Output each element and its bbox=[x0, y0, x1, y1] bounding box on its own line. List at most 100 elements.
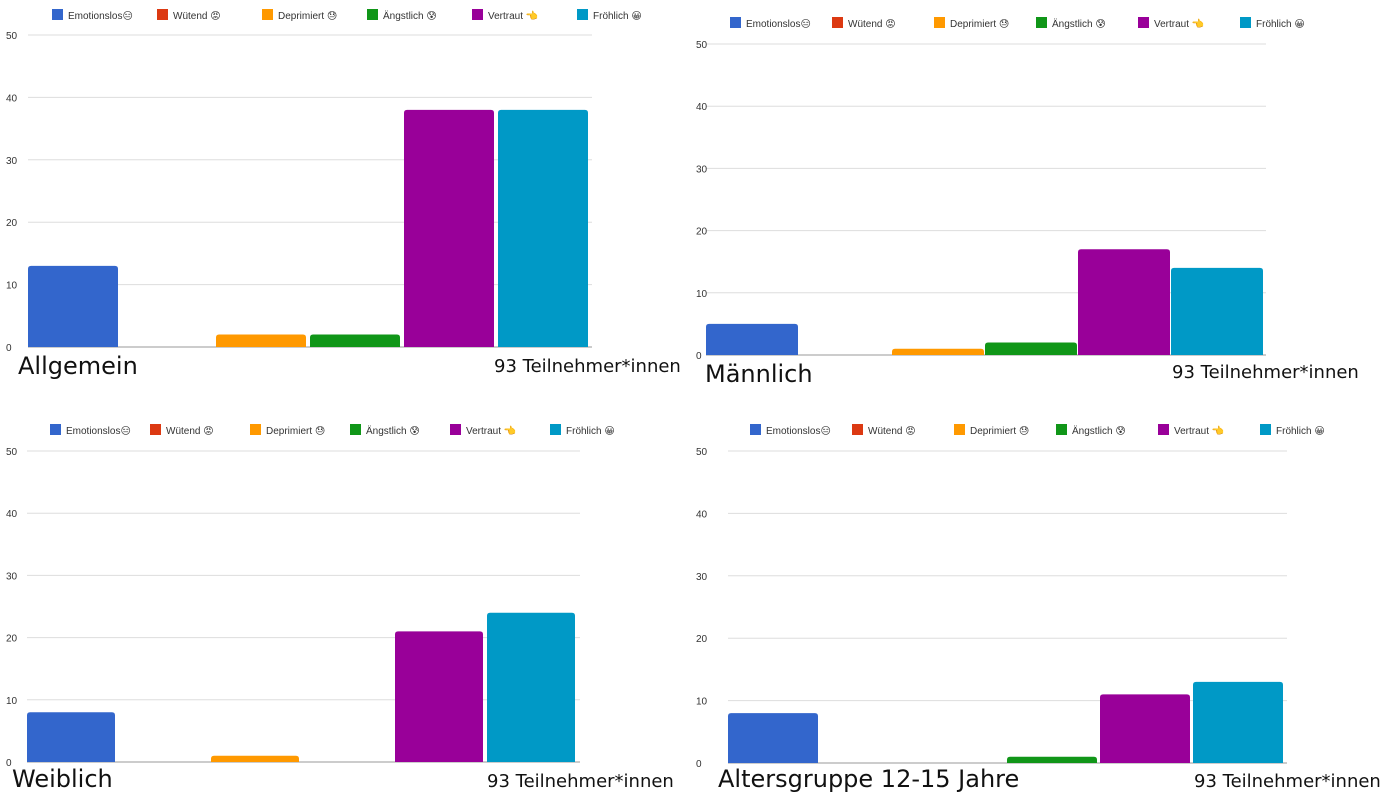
legend-swatch bbox=[1138, 17, 1149, 28]
legend-swatch bbox=[832, 17, 843, 28]
legend-label: Deprimiert 😓 bbox=[970, 426, 1029, 437]
legend-swatch bbox=[577, 9, 588, 20]
participant-count: 93 Teilnehmer*innen bbox=[1172, 362, 1359, 383]
legend-swatch bbox=[1158, 424, 1169, 435]
y-tick-label: 30 bbox=[696, 164, 708, 175]
legend-swatch bbox=[730, 17, 741, 28]
y-tick-label: 30 bbox=[696, 572, 708, 583]
legend-label: Fröhlich 😀 bbox=[1276, 426, 1325, 437]
legend-label: Deprimiert 😓 bbox=[278, 11, 337, 22]
bar-5 bbox=[395, 631, 483, 762]
legend-label: Fröhlich 😀 bbox=[1256, 19, 1305, 30]
chart-panel-altersgruppe: Emotionslos😑 Wütend 😡 Deprimiert 😓 Ängstlic… bbox=[690, 400, 1389, 793]
bar-1 bbox=[27, 712, 115, 762]
chart-panel-weiblich: Emotionslos😑 Wütend 😡 Deprimiert 😓 Ängstlic… bbox=[0, 400, 690, 793]
chart-panel-allgemein: Emotionslos😑 Wütend 😡 Deprimiert 😓 Ängstlic… bbox=[0, 0, 690, 390]
chart-svg-altersgruppe: Emotionslos😑 Wütend 😡 Deprimiert 😓 Ängstlic… bbox=[696, 424, 1325, 770]
legend-swatch bbox=[250, 424, 261, 435]
legend-label: Ängstlich 😰 bbox=[1052, 18, 1106, 30]
legend-swatch bbox=[150, 424, 161, 435]
legend-swatch bbox=[852, 424, 863, 435]
legend-swatch bbox=[1260, 424, 1271, 435]
legend-swatch bbox=[52, 9, 63, 20]
legend-label: Wütend 😡 bbox=[868, 426, 916, 437]
legend-swatch bbox=[1036, 17, 1047, 28]
legend-swatch bbox=[367, 9, 378, 20]
y-tick-label: 10 bbox=[6, 696, 18, 707]
y-tick-label: 20 bbox=[696, 227, 708, 238]
bar-1 bbox=[28, 265, 118, 347]
legend-label: Deprimiert 😓 bbox=[266, 426, 325, 437]
y-tick-label: 50 bbox=[6, 447, 18, 458]
legend-label: Emotionslos😑 bbox=[746, 19, 811, 30]
legend-label: Fröhlich 😀 bbox=[566, 426, 615, 437]
participant-count: 93 Teilnehmer*innen bbox=[494, 356, 681, 377]
legend-label: Vertraut 👈 bbox=[1154, 18, 1204, 30]
bar-5 bbox=[404, 109, 494, 347]
bar-3 bbox=[216, 334, 306, 347]
legend-label: Ängstlich 😰 bbox=[383, 10, 437, 22]
legend: Emotionslos😑 Wütend 😡 Deprimiert 😓 Ängstlic… bbox=[50, 424, 615, 437]
bar-6 bbox=[1193, 681, 1283, 763]
y-tick-label: 20 bbox=[696, 634, 708, 645]
bar-6 bbox=[487, 612, 575, 762]
y-tick-label: 0 bbox=[696, 759, 702, 770]
legend-label: Fröhlich 😀 bbox=[593, 11, 642, 22]
chart-svg-maennlich: Emotionslos😑 Wütend 😡 Deprimiert 😓 Ängstlic… bbox=[696, 17, 1305, 362]
chart-svg-allgemein: Emotionslos😑 Wütend 😡 Deprimiert 😓 Ängstlic… bbox=[6, 9, 642, 354]
bar-3 bbox=[211, 755, 299, 762]
legend-label: Wütend 😡 bbox=[166, 426, 214, 437]
y-tick-label: 40 bbox=[6, 93, 18, 104]
y-tick-label: 40 bbox=[696, 102, 708, 113]
legend-label: Vertraut 👈 bbox=[1174, 425, 1224, 437]
y-tick-label: 10 bbox=[696, 289, 708, 300]
legend-label: Ängstlich 😰 bbox=[366, 425, 420, 437]
bar-1 bbox=[728, 713, 818, 763]
legend-swatch bbox=[750, 424, 761, 435]
legend-swatch bbox=[1056, 424, 1067, 435]
bar-4 bbox=[985, 342, 1077, 355]
chart-title: Altersgruppe 12-15 Jahre bbox=[718, 765, 1020, 793]
legend-swatch bbox=[1240, 17, 1251, 28]
y-tick-label: 40 bbox=[696, 509, 708, 520]
legend-swatch bbox=[934, 17, 945, 28]
bar-6 bbox=[1171, 267, 1263, 355]
legend-label: Emotionslos😑 bbox=[68, 11, 133, 22]
bar-4 bbox=[1007, 756, 1097, 763]
participant-count: 93 Teilnehmer*innen bbox=[1194, 771, 1381, 792]
legend: Emotionslos😑 Wütend 😡 Deprimiert 😓 Ängstlic… bbox=[730, 17, 1305, 30]
chart-title: Allgemein bbox=[18, 352, 138, 380]
legend-swatch bbox=[954, 424, 965, 435]
y-tick-label: 0 bbox=[6, 758, 12, 769]
legend-label: Ängstlich 😰 bbox=[1072, 425, 1126, 437]
bar-5 bbox=[1078, 249, 1170, 355]
y-tick-label: 40 bbox=[6, 509, 18, 520]
y-tick-label: 0 bbox=[6, 343, 12, 354]
y-tick-label: 20 bbox=[6, 634, 18, 645]
chart-title: Weiblich bbox=[12, 765, 113, 793]
legend-label: Deprimiert 😓 bbox=[950, 19, 1009, 30]
bar-5 bbox=[1100, 694, 1190, 763]
y-tick-label: 30 bbox=[6, 571, 18, 582]
y-tick-label: 50 bbox=[6, 31, 18, 42]
legend-swatch bbox=[157, 9, 168, 20]
bar-3 bbox=[892, 348, 984, 355]
y-tick-label: 10 bbox=[696, 697, 708, 708]
y-tick-label: 50 bbox=[696, 40, 708, 51]
bar-6 bbox=[498, 109, 588, 347]
legend: Emotionslos😑 Wütend 😡 Deprimiert 😓 Ängstlic… bbox=[750, 424, 1325, 437]
bar-1 bbox=[706, 323, 798, 355]
legend-swatch bbox=[50, 424, 61, 435]
y-tick-label: 50 bbox=[696, 447, 708, 458]
legend-label: Wütend 😡 bbox=[848, 19, 896, 30]
y-tick-label: 0 bbox=[696, 351, 702, 362]
legend-swatch bbox=[262, 9, 273, 20]
y-tick-label: 20 bbox=[6, 218, 18, 229]
y-tick-label: 30 bbox=[6, 156, 18, 167]
legend-swatch bbox=[350, 424, 361, 435]
participant-count: 93 Teilnehmer*innen bbox=[487, 771, 674, 792]
legend-label: Vertraut 👈 bbox=[488, 10, 538, 22]
chart-svg-weiblich: Emotionslos😑 Wütend 😡 Deprimiert 😓 Ängstlic… bbox=[6, 424, 615, 769]
legend-label: Emotionslos😑 bbox=[766, 426, 831, 437]
legend-swatch bbox=[450, 424, 461, 435]
